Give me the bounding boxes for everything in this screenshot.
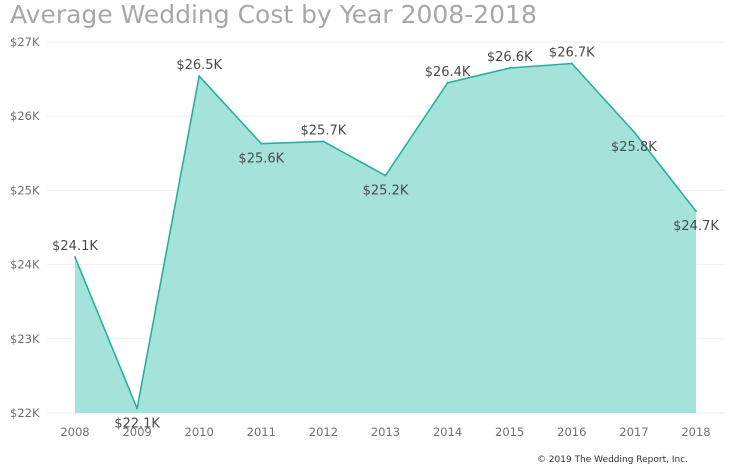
x-tick-label: 2017 [619, 425, 648, 439]
x-tick-label: 2012 [309, 425, 338, 439]
y-tick-label: $24K [10, 258, 40, 272]
x-tick-label: 2008 [60, 425, 89, 439]
data-label: $26.4K [425, 65, 471, 80]
x-axis-ticks: 2008 2009 2010 2011 2012 2013 2014 2015 2016 2017… [60, 425, 710, 439]
data-point [508, 66, 511, 69]
data-point [695, 210, 697, 213]
x-tick-label: 2010 [185, 425, 214, 439]
data-labels: $24.1K $22.1K $26.5K $25.6K $25.7K $25.2K $26.… [52, 46, 719, 432]
data-label: $22.1K [114, 417, 160, 432]
y-tick-label: $25K [10, 183, 40, 197]
x-tick-label: 2013 [371, 425, 400, 439]
data-label: $26.5K [176, 58, 222, 73]
x-tick-label: 2016 [557, 425, 586, 439]
copyright-credit: © 2019 The Wedding Report, Inc. [536, 455, 688, 465]
y-tick-label: $22K [10, 406, 40, 420]
data-label: $24.7K [673, 219, 719, 234]
data-label: $25.7K [301, 123, 347, 138]
x-tick-label: 2011 [247, 425, 276, 439]
data-label: $25.6K [238, 152, 284, 167]
y-tick-label: $23K [10, 332, 40, 346]
data-label: $25.2K [363, 184, 409, 199]
data-point [384, 174, 387, 177]
data-label: $26.7K [549, 46, 595, 61]
data-point [136, 407, 139, 410]
data-point [198, 75, 201, 78]
area-fill [75, 63, 696, 413]
area-series [74, 62, 697, 413]
y-tick-label: $27K [10, 35, 40, 49]
x-tick-label: 2014 [433, 425, 462, 439]
data-point [74, 256, 76, 259]
data-label: $24.1K [52, 239, 98, 254]
x-tick-label: 2015 [495, 425, 524, 439]
data-point [446, 81, 449, 84]
data-label: $26.6K [487, 50, 533, 65]
data-point [322, 140, 325, 143]
data-point [260, 142, 263, 145]
y-tick-label: $26K [10, 109, 40, 123]
x-tick-label: 2018 [681, 425, 710, 439]
y-axis-ticks: $22K $23K $24K $25K $26K $27K [10, 35, 40, 420]
chart-title: Average Wedding Cost by Year 2008-2018 [10, 0, 537, 29]
x-tick-label: 2009 [122, 425, 151, 439]
data-point [632, 130, 635, 133]
data-point [570, 62, 573, 65]
data-label: $25.8K [611, 140, 657, 155]
